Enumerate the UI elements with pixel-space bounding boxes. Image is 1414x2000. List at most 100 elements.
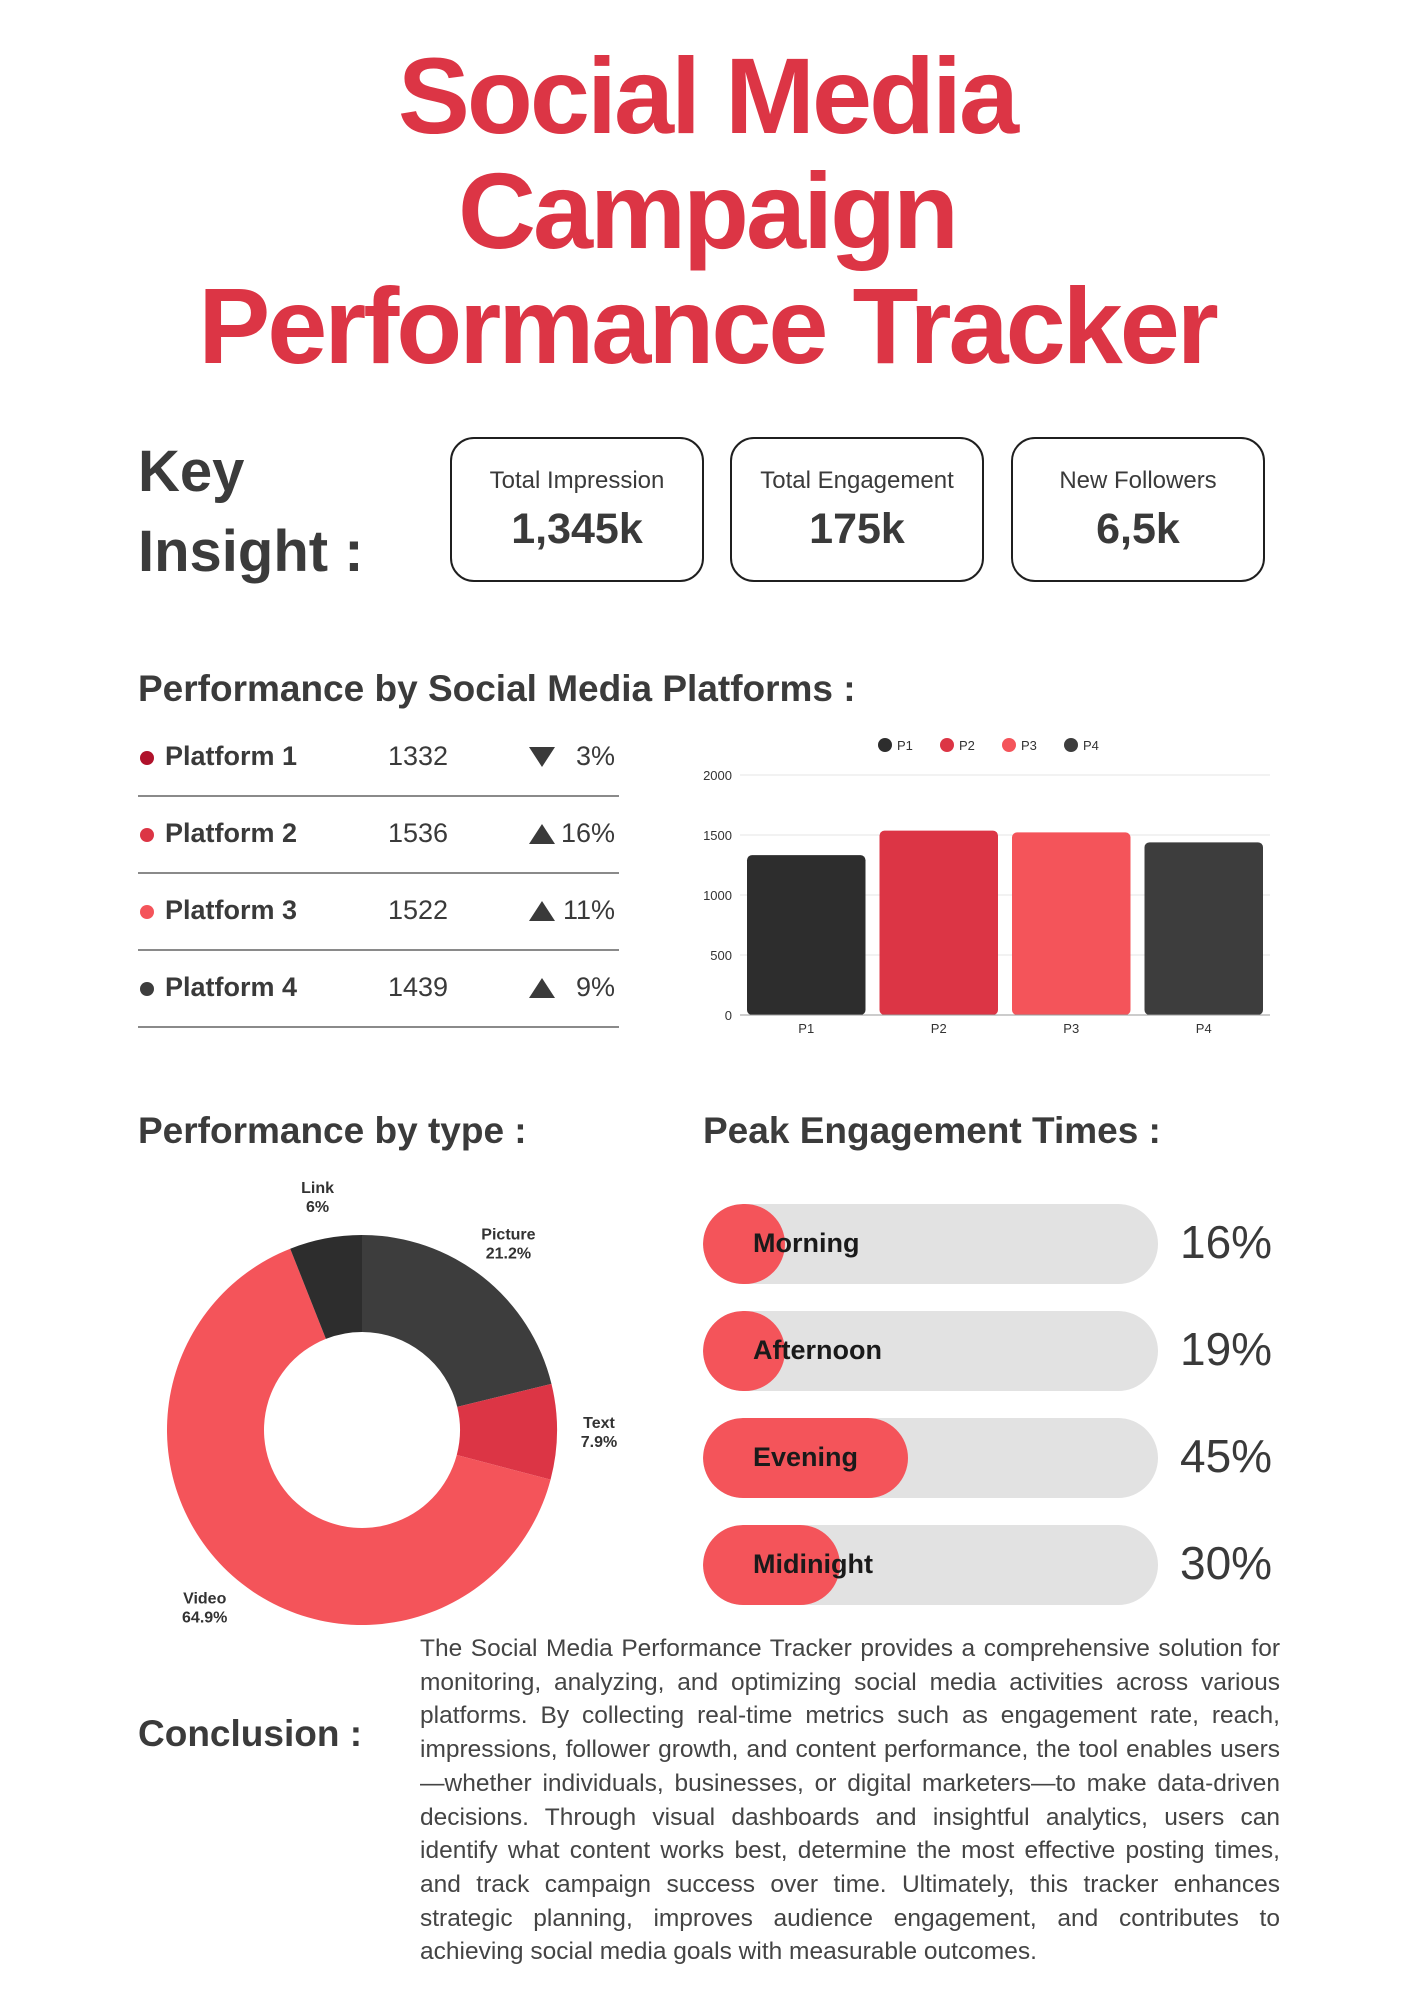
peak-bar-midnight: Midinight — [703, 1525, 1158, 1605]
trend-up-icon — [529, 901, 555, 921]
platform-change: 3% — [575, 741, 615, 771]
y-tick-label: 0 — [725, 1008, 732, 1023]
donut-slice — [362, 1235, 552, 1407]
x-tick-label: P3 — [1063, 1021, 1079, 1036]
kpi-value: 6,5k — [1096, 505, 1180, 553]
platform-name: Platform 1 — [165, 741, 298, 771]
peak-bar-morning: Morning — [703, 1204, 1158, 1284]
kpi-label: Total Engagement — [760, 467, 954, 494]
x-tick-label: P1 — [798, 1021, 814, 1036]
peak-percent: 16% — [1180, 1216, 1273, 1268]
peak-fill — [703, 1418, 908, 1498]
slice-name: Video — [183, 1590, 227, 1607]
slice-name: Picture — [481, 1227, 535, 1244]
trend-down-icon — [529, 747, 555, 767]
key-insight-heading: Key Insight : — [138, 432, 364, 592]
legend-marker-icon — [878, 738, 892, 752]
key-insight-line-1: Key — [138, 439, 245, 504]
legend-label: P3 — [1021, 738, 1037, 753]
donut-slice — [166, 1248, 551, 1625]
slice-name: Link — [301, 1180, 334, 1197]
peak-label: Morning — [753, 1228, 860, 1258]
page-title: Social Media Campaign Performance Tracke… — [0, 38, 1414, 383]
platform-change: 16% — [560, 818, 615, 848]
platform-name: Platform 4 — [165, 972, 298, 1002]
legend-marker-icon — [940, 738, 954, 752]
legend-marker-icon — [1064, 738, 1078, 752]
kpi-card-engagement: Total Engagement 175k — [730, 437, 984, 582]
kpi-card-followers: New Followers 6,5k — [1011, 437, 1265, 582]
kpi-label: Total Impression — [489, 467, 665, 494]
platform-dot-icon — [140, 905, 154, 919]
peak-bar-afternoon: Afternoon — [703, 1311, 1158, 1391]
kpi-card-impression: Total Impression 1,345k — [450, 437, 704, 582]
trend-up-icon — [529, 978, 555, 998]
y-tick-label: 1000 — [703, 888, 732, 903]
y-tick-label: 2000 — [703, 768, 732, 783]
platform-dot-icon — [140, 982, 154, 996]
slice-percent: 21.2% — [486, 1246, 531, 1263]
y-tick-label: 1500 — [703, 828, 732, 843]
kpi-value: 1,345k — [511, 505, 643, 553]
type-donut-chart: Picture 21.2% Text 7.9% Video 64.9% Link 6% — [166, 1180, 617, 1626]
peak-label: Midinight — [753, 1549, 873, 1579]
slice-percent: 6% — [306, 1199, 329, 1216]
x-tick-label: P4 — [1196, 1021, 1212, 1036]
kpi-value: 175k — [809, 505, 905, 553]
peak-label: Evening — [753, 1442, 859, 1472]
slice-percent: 64.9% — [182, 1609, 227, 1626]
conclusion-heading: Conclusion : — [138, 1713, 363, 1754]
legend-label: P2 — [959, 738, 975, 753]
platform-value: 1522 — [388, 895, 449, 925]
platform-bar-chart: 0 500 1000 1500 2000 P1 P2 P3 P4 P1 P2 P3 P4 — [703, 738, 1270, 1036]
title-line-3: Performance Tracker — [198, 265, 1219, 386]
platform-change: 11% — [562, 895, 615, 925]
platform-name: Platform 3 — [165, 895, 298, 925]
x-tick-label: P2 — [931, 1021, 947, 1036]
peak-fill — [703, 1204, 785, 1284]
platform-value: 1439 — [388, 972, 449, 1002]
bar — [1144, 842, 1263, 1015]
platform-value: 1332 — [388, 741, 449, 771]
platform-change: 9% — [575, 972, 615, 1002]
y-tick-label: 500 — [710, 948, 732, 963]
peak-bar-evening: Evening — [703, 1418, 1158, 1498]
platform-dot-icon — [140, 828, 154, 842]
bar — [1012, 832, 1131, 1015]
platform-row: Platform 2 1536 16% — [138, 797, 619, 874]
bar — [747, 855, 866, 1015]
platform-row: Platform 1 1332 3% — [138, 720, 619, 797]
conclusion-text: The Social Media Performance Tracker pro… — [420, 1635, 1280, 1966]
platform-value: 1536 — [388, 818, 449, 848]
legend-label: P1 — [897, 738, 913, 753]
platform-row: Platform 3 1522 11% — [138, 874, 619, 951]
donut-slice — [290, 1235, 362, 1339]
slice-label: Video 64.9% — [182, 1590, 227, 1626]
peak-percent: 45% — [1180, 1430, 1273, 1482]
peak-percent: 19% — [1180, 1323, 1273, 1375]
kpi-label: New Followers — [1059, 467, 1217, 494]
peak-percent: 30% — [1180, 1537, 1273, 1589]
slice-label: Picture 21.2% — [481, 1227, 535, 1263]
slice-label: Text 7.9% — [581, 1415, 617, 1451]
title-line-1: Social Media — [397, 35, 1019, 156]
platform-row: Platform 4 1439 9% — [138, 951, 619, 1028]
platforms-heading: Performance by Social Media Platforms : — [138, 668, 856, 709]
donut-slice — [456, 1383, 557, 1480]
peak-heading: Peak Engagement Times : — [703, 1110, 1161, 1151]
type-heading: Performance by type : — [138, 1110, 527, 1151]
platform-dot-icon — [140, 751, 154, 765]
peak-fill — [703, 1525, 840, 1605]
slice-label: Link 6% — [301, 1180, 334, 1216]
slice-percent: 7.9% — [581, 1434, 617, 1451]
legend-label: P4 — [1083, 738, 1099, 753]
legend-marker-icon — [1002, 738, 1016, 752]
peak-label: Afternoon — [753, 1335, 882, 1365]
platform-name: Platform 2 — [165, 818, 298, 848]
key-insight-line-2: Insight : — [138, 519, 364, 584]
bar — [879, 830, 998, 1015]
trend-up-icon — [529, 824, 555, 844]
slice-name: Text — [583, 1415, 615, 1432]
peak-fill — [703, 1311, 785, 1391]
title-line-2: Campaign — [457, 150, 959, 271]
